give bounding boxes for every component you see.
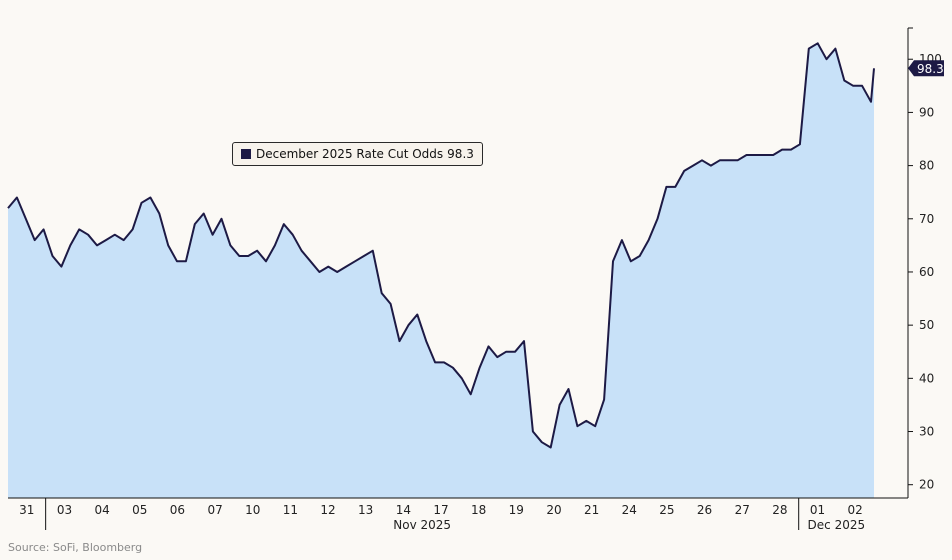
y-tick-label: 80 <box>919 159 934 173</box>
x-tick-label: 07 <box>207 503 222 517</box>
x-tick-label: 26 <box>697 503 712 517</box>
x-tick-label: 24 <box>622 503 637 517</box>
y-tick-label: 40 <box>919 371 934 385</box>
last-value-tag-bg <box>908 60 944 77</box>
x-tick-label: 20 <box>546 503 561 517</box>
month-label: Dec 2025 <box>808 518 866 532</box>
x-tick-label: 03 <box>57 503 72 517</box>
series-area <box>8 43 874 499</box>
legend: December 2025 Rate Cut Odds 98.3 <box>232 142 483 166</box>
y-tick-label: 30 <box>919 425 934 439</box>
x-tick-label: 25 <box>659 503 674 517</box>
x-tick-label: 01 <box>810 503 825 517</box>
source-note: Source: SoFi, Bloomberg <box>8 541 143 554</box>
y-tick-label: 20 <box>919 478 934 492</box>
x-tick-label: 21 <box>584 503 599 517</box>
x-tick-label: 06 <box>170 503 185 517</box>
x-tick-label: 27 <box>735 503 750 517</box>
x-tick-label: 13 <box>358 503 373 517</box>
x-tick-label: 11 <box>283 503 298 517</box>
x-tick-label: 12 <box>320 503 335 517</box>
x-tick-label: 10 <box>245 503 260 517</box>
series-line <box>7 42 875 449</box>
x-tick-label: 18 <box>471 503 486 517</box>
x-tick-label: 02 <box>848 503 863 517</box>
x-tick-label: 05 <box>132 503 147 517</box>
x-tick-label: 17 <box>433 503 448 517</box>
legend-swatch-icon <box>241 149 251 159</box>
x-tick-label: 04 <box>94 503 109 517</box>
y-tick-label: 60 <box>919 265 934 279</box>
y-tick-label: 70 <box>919 212 934 226</box>
legend-value: 98.3 <box>447 147 474 161</box>
last-value-tag: 98.3 <box>908 60 944 77</box>
y-tick-label: 50 <box>919 318 934 332</box>
last-value-tag-label: 98.3 <box>917 62 944 76</box>
y-tick-label: 90 <box>919 105 934 119</box>
x-tick-label: 28 <box>772 503 787 517</box>
month-label: Nov 2025 <box>393 518 451 532</box>
legend-label: December 2025 Rate Cut Odds <box>256 147 444 161</box>
x-tick-label: 14 <box>396 503 411 517</box>
x-tick-label: 31 <box>19 503 34 517</box>
x-tick-label: 19 <box>509 503 524 517</box>
